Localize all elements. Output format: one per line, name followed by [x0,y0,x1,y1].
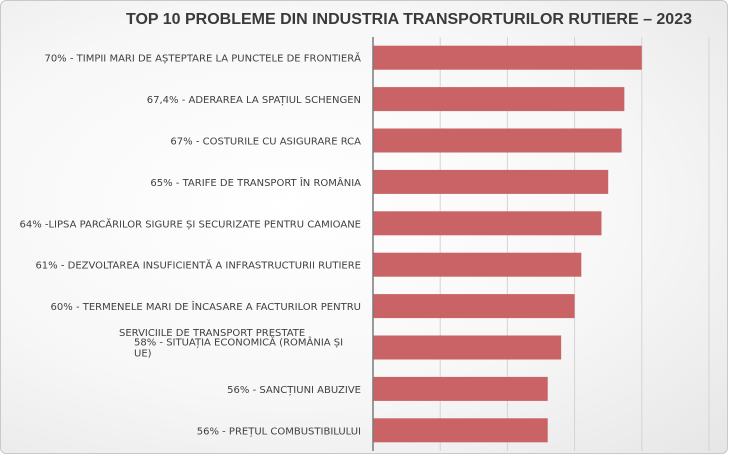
bar [373,169,609,194]
bar [373,211,602,236]
category-label: 56% - PREȚUL COMBUSTIBILULUI [197,426,361,437]
category-label: 70% - TIMPII MARI DE AȘTEPTARE LA PUNCTE… [44,52,361,65]
bar [373,87,625,112]
bar [373,335,562,360]
category-label: 56% - SANCȚIUNI ABUZIVE [227,385,361,396]
category-label: 60% - TERMENELE MARI DE ÎNCASARE A FACTU… [51,300,361,313]
category-label: 64% -LIPSA PARCĂRILOR SIGURE ȘI SECURIZA… [19,217,361,230]
bar [373,128,622,153]
category-label: 58% - SITUAȚIA ECONOMICĂ (ROMÂNIA ȘI [134,336,343,349]
category-label: SERVICIILE DE TRANSPORT PRESTATE [119,328,305,339]
bar [373,418,548,443]
bar [373,376,548,401]
category-label: UE) [134,349,152,360]
chart-title: TOP 10 PROBLEME DIN INDUSTRIA TRANSPORTU… [125,11,692,28]
bar [373,294,575,319]
category-label: 67% - COSTURILE CU ASIGURARE RCA [170,137,361,148]
category-label: 65% - TARIFE DE TRANSPORT ÎN ROMÂNIA [150,176,361,189]
category-label: 67,4% - ADERAREA LA SPAȚIUL SCHENGEN [147,95,361,106]
category-label: 61% - DEZVOLTAREA INSUFICIENTĂ A INFRAST… [35,259,361,272]
bar [373,252,582,277]
bar [373,45,642,70]
